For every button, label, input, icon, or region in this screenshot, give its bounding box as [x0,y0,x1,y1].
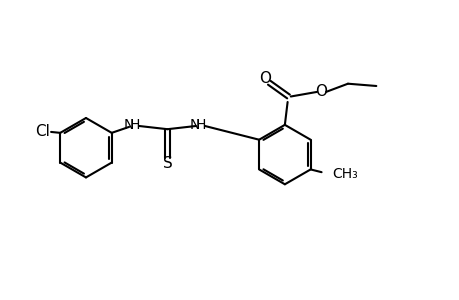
Text: CH₃: CH₃ [331,167,357,181]
Text: Cl: Cl [35,124,50,140]
Text: O: O [315,84,327,99]
Text: O: O [258,71,270,86]
Text: N: N [189,118,199,132]
Text: H: H [195,118,205,132]
Text: N: N [123,118,134,132]
Text: S: S [162,155,172,170]
Text: H: H [129,118,140,132]
